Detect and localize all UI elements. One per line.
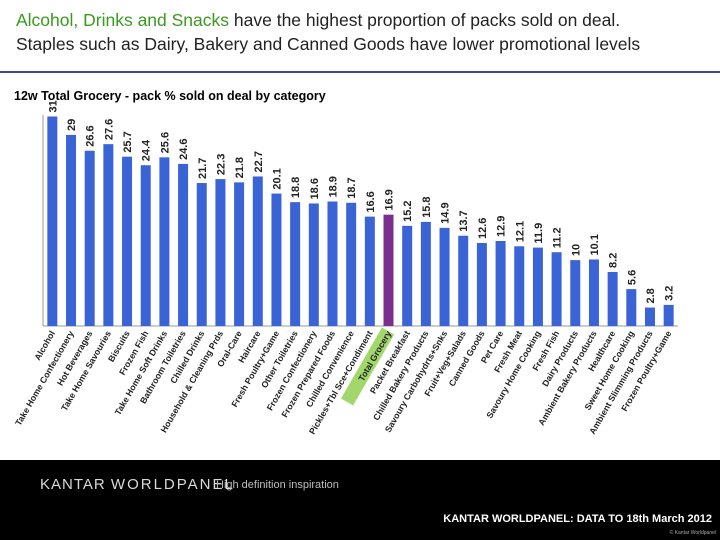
- data-label: 12.9: [496, 216, 508, 237]
- bar: [644, 307, 655, 326]
- data-label: 22.3: [215, 154, 227, 175]
- bar: [103, 144, 114, 326]
- bar: [626, 289, 637, 326]
- bar: [215, 179, 226, 326]
- data-label: 10: [570, 244, 582, 256]
- chart-title: 12w Total Grocery - pack % sold on deal …: [14, 89, 326, 103]
- bar: [84, 150, 95, 326]
- bar: [383, 214, 394, 326]
- data-source: KANTAR WORLDPANEL: DATA TO 18th March 20…: [443, 513, 712, 525]
- headline: Alcohol, Drinks and Snacks have the high…: [16, 8, 716, 56]
- headline-rest: have the highest proportion of packs sol…: [229, 10, 621, 30]
- bar: [420, 221, 431, 326]
- bar: [140, 165, 151, 326]
- data-label: 10.1: [589, 234, 601, 255]
- bar: [514, 246, 525, 326]
- bar: [551, 252, 562, 326]
- data-label: 5.6: [626, 270, 638, 285]
- logo-part2: WORLDPANEL: [110, 476, 235, 493]
- data-label: 18.6: [309, 178, 321, 199]
- data-label: 15.2: [402, 200, 414, 221]
- data-label: 11.2: [552, 227, 564, 248]
- data-label: 2.8: [645, 288, 657, 303]
- bar: [327, 201, 338, 326]
- data-label: 14.9: [440, 202, 452, 223]
- bar: [159, 157, 170, 326]
- highlight-label-bg: [340, 327, 395, 406]
- bar: [66, 134, 77, 326]
- data-label: 8.2: [608, 253, 620, 268]
- bar: [290, 202, 301, 326]
- data-label: 12.1: [514, 221, 526, 242]
- headline-highlight: Alcohol, Drinks and Snacks: [16, 10, 230, 30]
- bar: [271, 193, 282, 326]
- data-label: 21.7: [197, 158, 209, 179]
- tagline: High definition inspiration: [216, 479, 339, 491]
- bar: [532, 247, 543, 326]
- bar: [196, 183, 207, 326]
- bar: [122, 156, 133, 326]
- data-label: 29: [66, 119, 78, 131]
- data-label: 16.9: [384, 189, 396, 210]
- data-label: 11.9: [533, 223, 545, 244]
- data-label: 21.8: [234, 157, 246, 178]
- footer: KANTAR WORLDPANEL High definition inspir…: [0, 460, 720, 540]
- data-label: 22.7: [253, 151, 265, 172]
- bar: [364, 216, 375, 326]
- data-label: 24.4: [141, 139, 153, 161]
- bar: [234, 182, 245, 326]
- data-label: 20.1: [271, 168, 283, 189]
- data-label: 12.6: [477, 218, 489, 239]
- copyright: © Kantar Worldpanel: [669, 530, 716, 536]
- bar: [252, 176, 263, 326]
- bar: [346, 202, 357, 326]
- data-label: 24.6: [178, 139, 190, 160]
- bar: [476, 242, 487, 326]
- headline-line2: Staples such as Dairy, Bakery and Canned…: [16, 34, 641, 54]
- data-label: 18.8: [290, 177, 302, 198]
- bar: [178, 163, 189, 326]
- data-label: 3.2: [664, 286, 676, 301]
- bar: [570, 260, 581, 326]
- bar: [607, 271, 618, 326]
- bar: [439, 227, 450, 326]
- data-label: 26.6: [85, 125, 97, 146]
- bar: [663, 304, 674, 326]
- bar: [47, 116, 58, 327]
- bar: [495, 241, 506, 326]
- data-label: 31.8: [47, 100, 59, 112]
- data-label: 18.9: [327, 176, 339, 197]
- kantar-worldpanel-logo: KANTAR WORLDPANEL: [40, 476, 235, 493]
- logo-part1: KANTAR: [40, 476, 106, 493]
- data-label: 16.6: [365, 191, 377, 212]
- data-label: 27.6: [103, 119, 115, 140]
- bar: [588, 259, 599, 326]
- data-label: 15.8: [421, 196, 433, 217]
- bar: [308, 203, 319, 326]
- data-label: 25.7: [122, 131, 134, 152]
- data-label: 13.7: [458, 210, 470, 231]
- bar: [402, 225, 413, 326]
- bar: [458, 235, 469, 326]
- title-divider: [0, 71, 720, 73]
- data-label: 25.6: [159, 132, 171, 153]
- data-label: 18.7: [346, 177, 358, 198]
